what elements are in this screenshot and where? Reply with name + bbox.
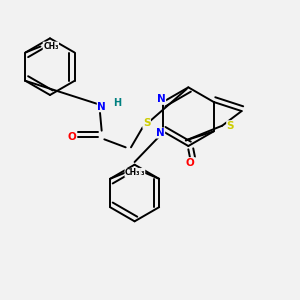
- Text: H: H: [114, 98, 122, 108]
- Text: O: O: [186, 158, 194, 168]
- Text: S: S: [227, 121, 234, 131]
- Text: CH₃: CH₃: [43, 42, 58, 51]
- Text: CH₃: CH₃: [129, 168, 145, 177]
- Text: N: N: [97, 102, 106, 112]
- Text: S: S: [143, 118, 150, 128]
- Text: O: O: [67, 132, 76, 142]
- Text: N: N: [157, 94, 166, 104]
- Text: CH₃: CH₃: [125, 168, 140, 177]
- Text: N: N: [156, 128, 165, 138]
